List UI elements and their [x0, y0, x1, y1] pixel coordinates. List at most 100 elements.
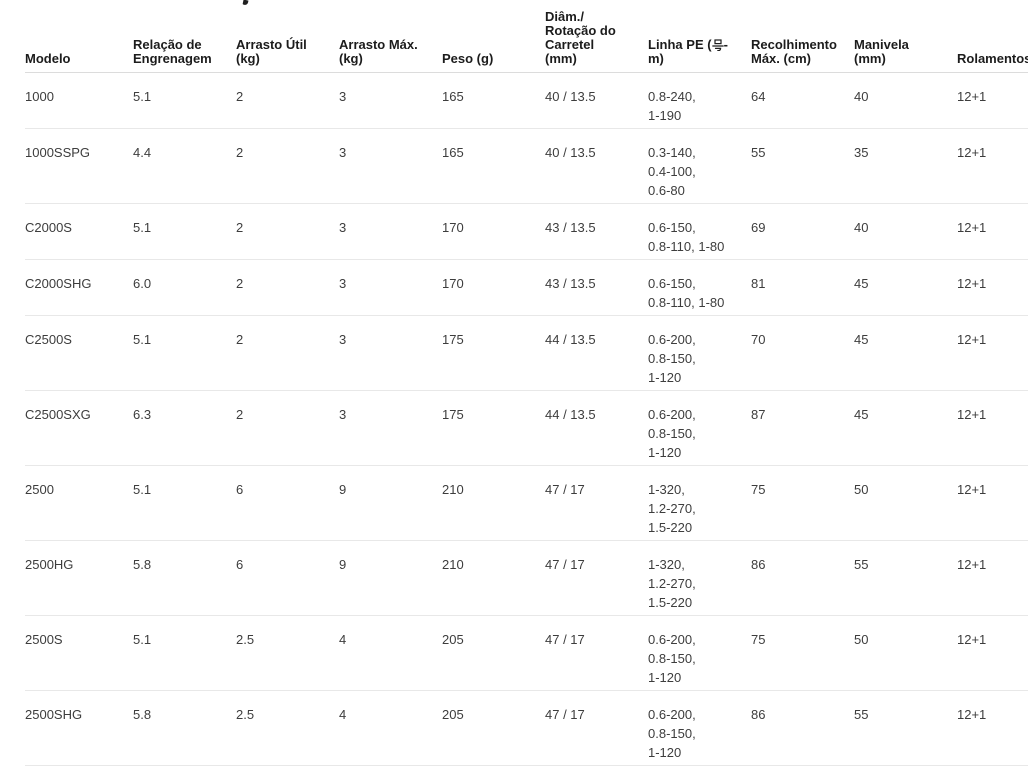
cell-arrasto_max: 9 [339, 540, 442, 616]
cell-linha_pe: 0.6-150, 0.8-110, 1-80 [648, 203, 751, 260]
cell-line: 1-120 [648, 445, 682, 460]
cell-line: 0.3-140, [648, 145, 696, 160]
spec-table-header: Modelo Relação de Engrenagem Arrasto Útil (k… [25, 0, 1028, 73]
col-header-linha_pe: Linha PE (- m) [648, 0, 751, 73]
cell-linha_pe: 0.8-240, 1-190 [648, 72, 751, 129]
cell-line: 1-320, [648, 557, 685, 572]
cell-manivela: 45 [854, 315, 957, 391]
col-header-diam: Diâm./Rotação do Carretel (mm) [545, 0, 648, 73]
cell-arrasto_util: 2 [236, 203, 339, 260]
cell-line: 0.8-110, 1-80 [648, 239, 725, 254]
cell-rolamentos: 12+1 [957, 540, 1028, 616]
cell-line: 1-120 [648, 745, 682, 760]
cell-line: 0.8-150, [648, 426, 696, 441]
cell-line: 1.2-270, [648, 576, 696, 591]
cell-manivela: 50 [854, 465, 957, 541]
cell-relacao: 5.1 [133, 203, 236, 260]
cell-arrasto_util: 2 [236, 390, 339, 466]
cell-diam: 40 / 13.5 [545, 128, 648, 204]
col-header-line: Arrasto Máx. [339, 37, 418, 52]
cell-manivela: 45 [854, 259, 957, 316]
cell-line: 0.8-240, [648, 89, 696, 104]
col-header-line: m) [648, 51, 664, 66]
col-header-recolhimento: Recolhimento Máx. (cm) [751, 0, 854, 73]
col-header-rolamentos: Rolamentos [957, 0, 1028, 73]
cell-line: 0.8-150, [648, 726, 696, 741]
cell-line: 0.6-200, [648, 632, 696, 647]
cell-arrasto_max: 9 [339, 465, 442, 541]
table-row-2500: 2500 5.1 6 9 210 47 / 17 1-320, 1.2-270, 1.5-220… [25, 465, 1028, 541]
cjk-hao-character-icon [711, 39, 724, 51]
cell-relacao: 5.1 [133, 72, 236, 129]
cell-line: 0.6-150, [648, 276, 696, 291]
cell-arrasto_max: 3 [339, 128, 442, 204]
col-header-line: (mm) [545, 51, 577, 66]
cell-relacao: 5.1 [133, 615, 236, 691]
cell-line: 0.6-200, [648, 707, 696, 722]
cell-arrasto_util: 2 [236, 315, 339, 391]
col-header-line: Máx. (cm) [751, 51, 811, 66]
cell-recolhimento: 81 [751, 259, 854, 316]
cell-linha_pe: 1-320, 1.2-270, 1.5-220 [648, 465, 751, 541]
cell-line: 1-320, [648, 482, 685, 497]
cell-peso: 170 [442, 203, 545, 260]
col-header-line: Rotação do [545, 23, 616, 38]
cell-modelo: 1000SSPG [25, 128, 133, 204]
col-header-arrasto_max: Arrasto Máx. (kg) [339, 0, 442, 73]
col-header-line: Engrenagem [133, 51, 212, 66]
cell-arrasto_max: 3 [339, 259, 442, 316]
cell-relacao: 5.8 [133, 540, 236, 616]
cell-line: 0.6-200, [648, 332, 696, 347]
cell-arrasto_max: 3 [339, 390, 442, 466]
cell-recolhimento: 86 [751, 690, 854, 766]
cell-line: 1-120 [648, 370, 682, 385]
col-header-line: (kg) [339, 51, 363, 66]
col-header-line: Arrasto Útil [236, 37, 307, 52]
cell-linha_pe: 0.6-200, 0.8-150, 1-120 [648, 615, 751, 691]
cell-arrasto_util: 2 [236, 259, 339, 316]
cell-diam: 47 / 17 [545, 540, 648, 616]
col-header-line: Manivela [854, 37, 909, 52]
spec-table: Modelo Relação de Engrenagem Arrasto Útil (k… [25, 0, 1028, 766]
cell-relacao: 5.1 [133, 465, 236, 541]
col-header-peso: Peso (g) [442, 0, 545, 73]
table-row-C2000SHG: C2000SHG 6.0 2 3 170 43 / 13.5 0.6-150, 0.8-110… [25, 259, 1028, 316]
cell-recolhimento: 70 [751, 315, 854, 391]
cell-line: 0.6-80 [648, 183, 685, 198]
cell-modelo: 1000 [25, 72, 133, 129]
cell-peso: 210 [442, 540, 545, 616]
cell-peso: 205 [442, 690, 545, 766]
cell-modelo: 2500SHG [25, 690, 133, 766]
header-row: Modelo Relação de Engrenagem Arrasto Útil (k… [25, 0, 1028, 73]
cell-manivela: 45 [854, 390, 957, 466]
cell-manivela: 40 [854, 203, 957, 260]
cell-line: 0.6-200, [648, 407, 696, 422]
cell-recolhimento: 86 [751, 540, 854, 616]
cell-modelo: 2500HG [25, 540, 133, 616]
cell-peso: 165 [442, 128, 545, 204]
cell-rolamentos: 12+1 [957, 690, 1028, 766]
cell-peso: 165 [442, 72, 545, 129]
cell-peso: 170 [442, 259, 545, 316]
table-row-C2500SXG: C2500SXG 6.3 2 3 175 44 / 13.5 0.6-200, 0.8-150… [25, 390, 1028, 466]
table-row-2500S: 2500S 5.1 2.5 4 205 47 / 17 0.6-200, 0.8-150, 1-… [25, 615, 1028, 691]
cell-recolhimento: 64 [751, 72, 854, 129]
cell-recolhimento: 55 [751, 128, 854, 204]
cell-recolhimento: 69 [751, 203, 854, 260]
table-row-2500SHG: 2500SHG 5.8 2.5 4 205 47 / 17 0.6-200, 0.8-150,… [25, 690, 1028, 766]
col-header-line: (kg) [236, 51, 260, 66]
cell-rolamentos: 12+1 [957, 259, 1028, 316]
col-header-line: Rolamentos [957, 51, 1028, 66]
col-header-line: Linha PE (- [648, 37, 728, 52]
cell-line: 1.2-270, [648, 501, 696, 516]
cell-rolamentos: 12+1 [957, 128, 1028, 204]
cell-diam: 47 / 17 [545, 465, 648, 541]
cell-modelo: C2000S [25, 203, 133, 260]
cell-rolamentos: 12+1 [957, 390, 1028, 466]
cell-diam: 43 / 13.5 [545, 203, 648, 260]
table-row-2500HG: 2500HG 5.8 6 9 210 47 / 17 1-320, 1.2-270, 1.5-2… [25, 540, 1028, 616]
cell-line: 0.4-100, [648, 164, 696, 179]
cell-rolamentos: 12+1 [957, 615, 1028, 691]
cell-arrasto_util: 2.5 [236, 690, 339, 766]
cell-line: 0.8-150, [648, 651, 696, 666]
